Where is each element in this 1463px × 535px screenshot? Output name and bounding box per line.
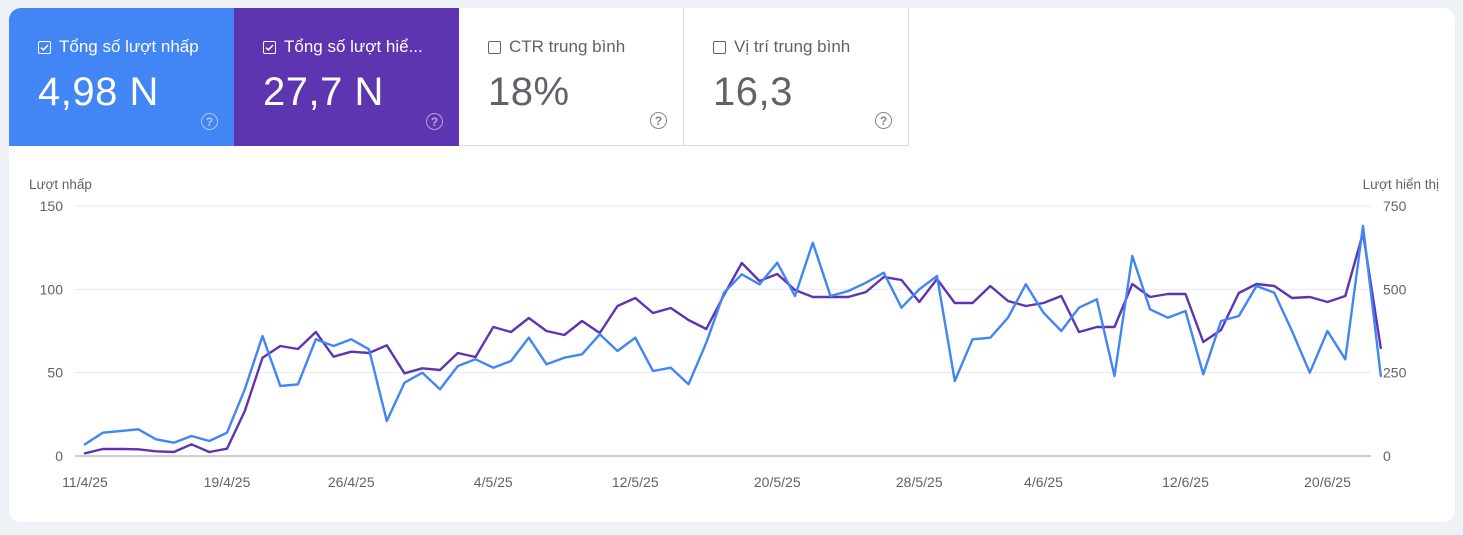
- x-axis-tick-label: 4/6/25: [1024, 474, 1063, 490]
- metric-card-total-clicks[interactable]: Tổng số lượt nhấp 4,98 N ?: [9, 8, 234, 146]
- x-axis-tick-label: 20/5/25: [754, 474, 801, 490]
- metric-label: Tổng số lượt hiể...: [284, 37, 423, 56]
- clicks-series-line[interactable]: [83, 224, 1383, 446]
- x-axis-tick-label: 12/6/25: [1162, 474, 1209, 490]
- metric-label: Tổng số lượt nhấp: [59, 37, 199, 56]
- metric-label: CTR trung bình: [509, 37, 626, 56]
- metric-card-average-ctr[interactable]: CTR trung bình 18% ?: [459, 8, 684, 146]
- left-axis-tick-label: 0: [55, 448, 63, 464]
- checkbox-checked-icon[interactable]: [38, 40, 51, 54]
- metric-value: 18%: [488, 70, 570, 114]
- help-icon[interactable]: ?: [875, 112, 892, 129]
- x-axis-tick-label: 12/5/25: [612, 474, 659, 490]
- x-axis-tick-label: 26/4/25: [328, 474, 375, 490]
- help-icon[interactable]: ?: [426, 113, 443, 130]
- x-axis-tick-label: 19/4/25: [204, 474, 251, 490]
- right-axis-tick-label: 500: [1383, 281, 1407, 297]
- help-icon[interactable]: ?: [650, 112, 667, 129]
- x-axis-tick-label: 11/4/25: [62, 474, 108, 490]
- left-axis-title: Lượt nhấp: [29, 177, 92, 192]
- metric-value: 27,7 N: [263, 70, 384, 114]
- performance-chart: Lượt nhấp Lượt hiển thị 0 50 100 150 0 250 500…: [9, 8, 1455, 522]
- x-axis-tick-label: 28/5/25: [896, 474, 943, 490]
- right-axis-tick-label: 750: [1383, 198, 1407, 214]
- help-icon[interactable]: ?: [201, 113, 218, 130]
- right-axis-title: Lượt hiển thị: [1362, 177, 1439, 192]
- checkbox-unchecked-icon[interactable]: [713, 40, 726, 54]
- metric-card-total-impressions[interactable]: Tổng số lượt hiể... 27,7 N ?: [234, 8, 459, 146]
- right-axis-tick-label: 250: [1383, 365, 1407, 381]
- checkbox-unchecked-icon[interactable]: [488, 40, 501, 54]
- metric-label-row: CTR trung bình: [488, 37, 625, 57]
- impressions-series-line[interactable]: [83, 231, 1383, 455]
- performance-panel: Tổng số lượt nhấp 4,98 N ? Tổng số lượt …: [9, 8, 1455, 522]
- metric-label-row: Tổng số lượt nhấp: [38, 37, 199, 57]
- metric-label-row: Tổng số lượt hiể...: [263, 37, 423, 57]
- left-axis-tick-label: 100: [40, 281, 64, 297]
- metric-label-row: Vị trí trung bình: [713, 37, 850, 57]
- checkbox-checked-icon[interactable]: [263, 40, 276, 54]
- left-axis-tick-label: 150: [40, 198, 64, 214]
- metric-value: 16,3: [713, 70, 793, 114]
- metric-cards: Tổng số lượt nhấp 4,98 N ? Tổng số lượt …: [9, 8, 909, 146]
- left-axis-tick-label: 50: [47, 365, 63, 381]
- line-chart-plot[interactable]: 0 50 100 150 0 250 500 750 11/4/25 19/4/25 26/4/25…: [9, 8, 1455, 522]
- x-axis-tick-label: 4/5/25: [474, 474, 513, 490]
- metric-value: 4,98 N: [38, 70, 159, 114]
- right-axis-tick-label: 0: [1383, 448, 1391, 464]
- metric-label: Vị trí trung bình: [734, 37, 851, 56]
- metric-card-average-position[interactable]: Vị trí trung bình 16,3 ?: [684, 8, 909, 146]
- x-axis-tick-label: 20/6/25: [1304, 474, 1351, 490]
